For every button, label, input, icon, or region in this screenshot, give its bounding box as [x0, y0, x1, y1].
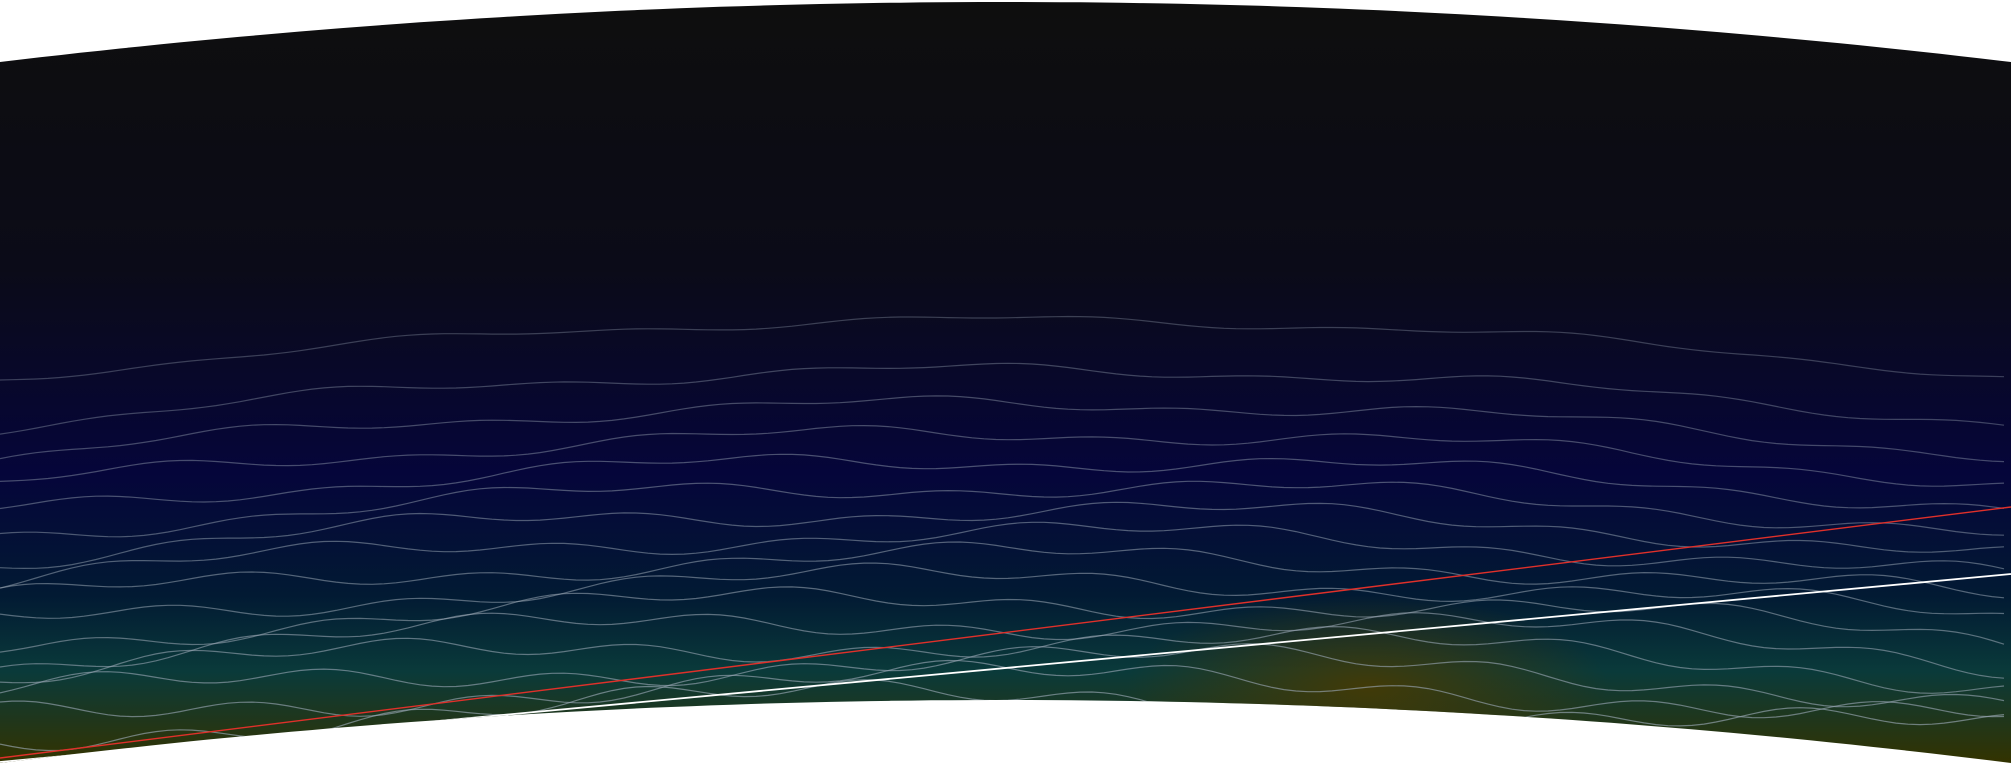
contour-line [0, 424, 2005, 487]
contour-line [0, 501, 2005, 570]
contour-line [0, 643, 2005, 708]
red-track-line [0, 506, 2011, 759]
contour-line [0, 362, 2005, 435]
contour-line [0, 625, 2005, 694]
contour-line [0, 562, 2005, 619]
contour-lines [0, 315, 2005, 752]
contour-line [0, 659, 2005, 719]
contour-line [0, 453, 2005, 510]
contour-line [0, 541, 2005, 599]
contour-line [0, 480, 2005, 538]
contour-line [0, 521, 2005, 589]
contour-line [0, 395, 2005, 463]
contour-line [0, 315, 2005, 381]
